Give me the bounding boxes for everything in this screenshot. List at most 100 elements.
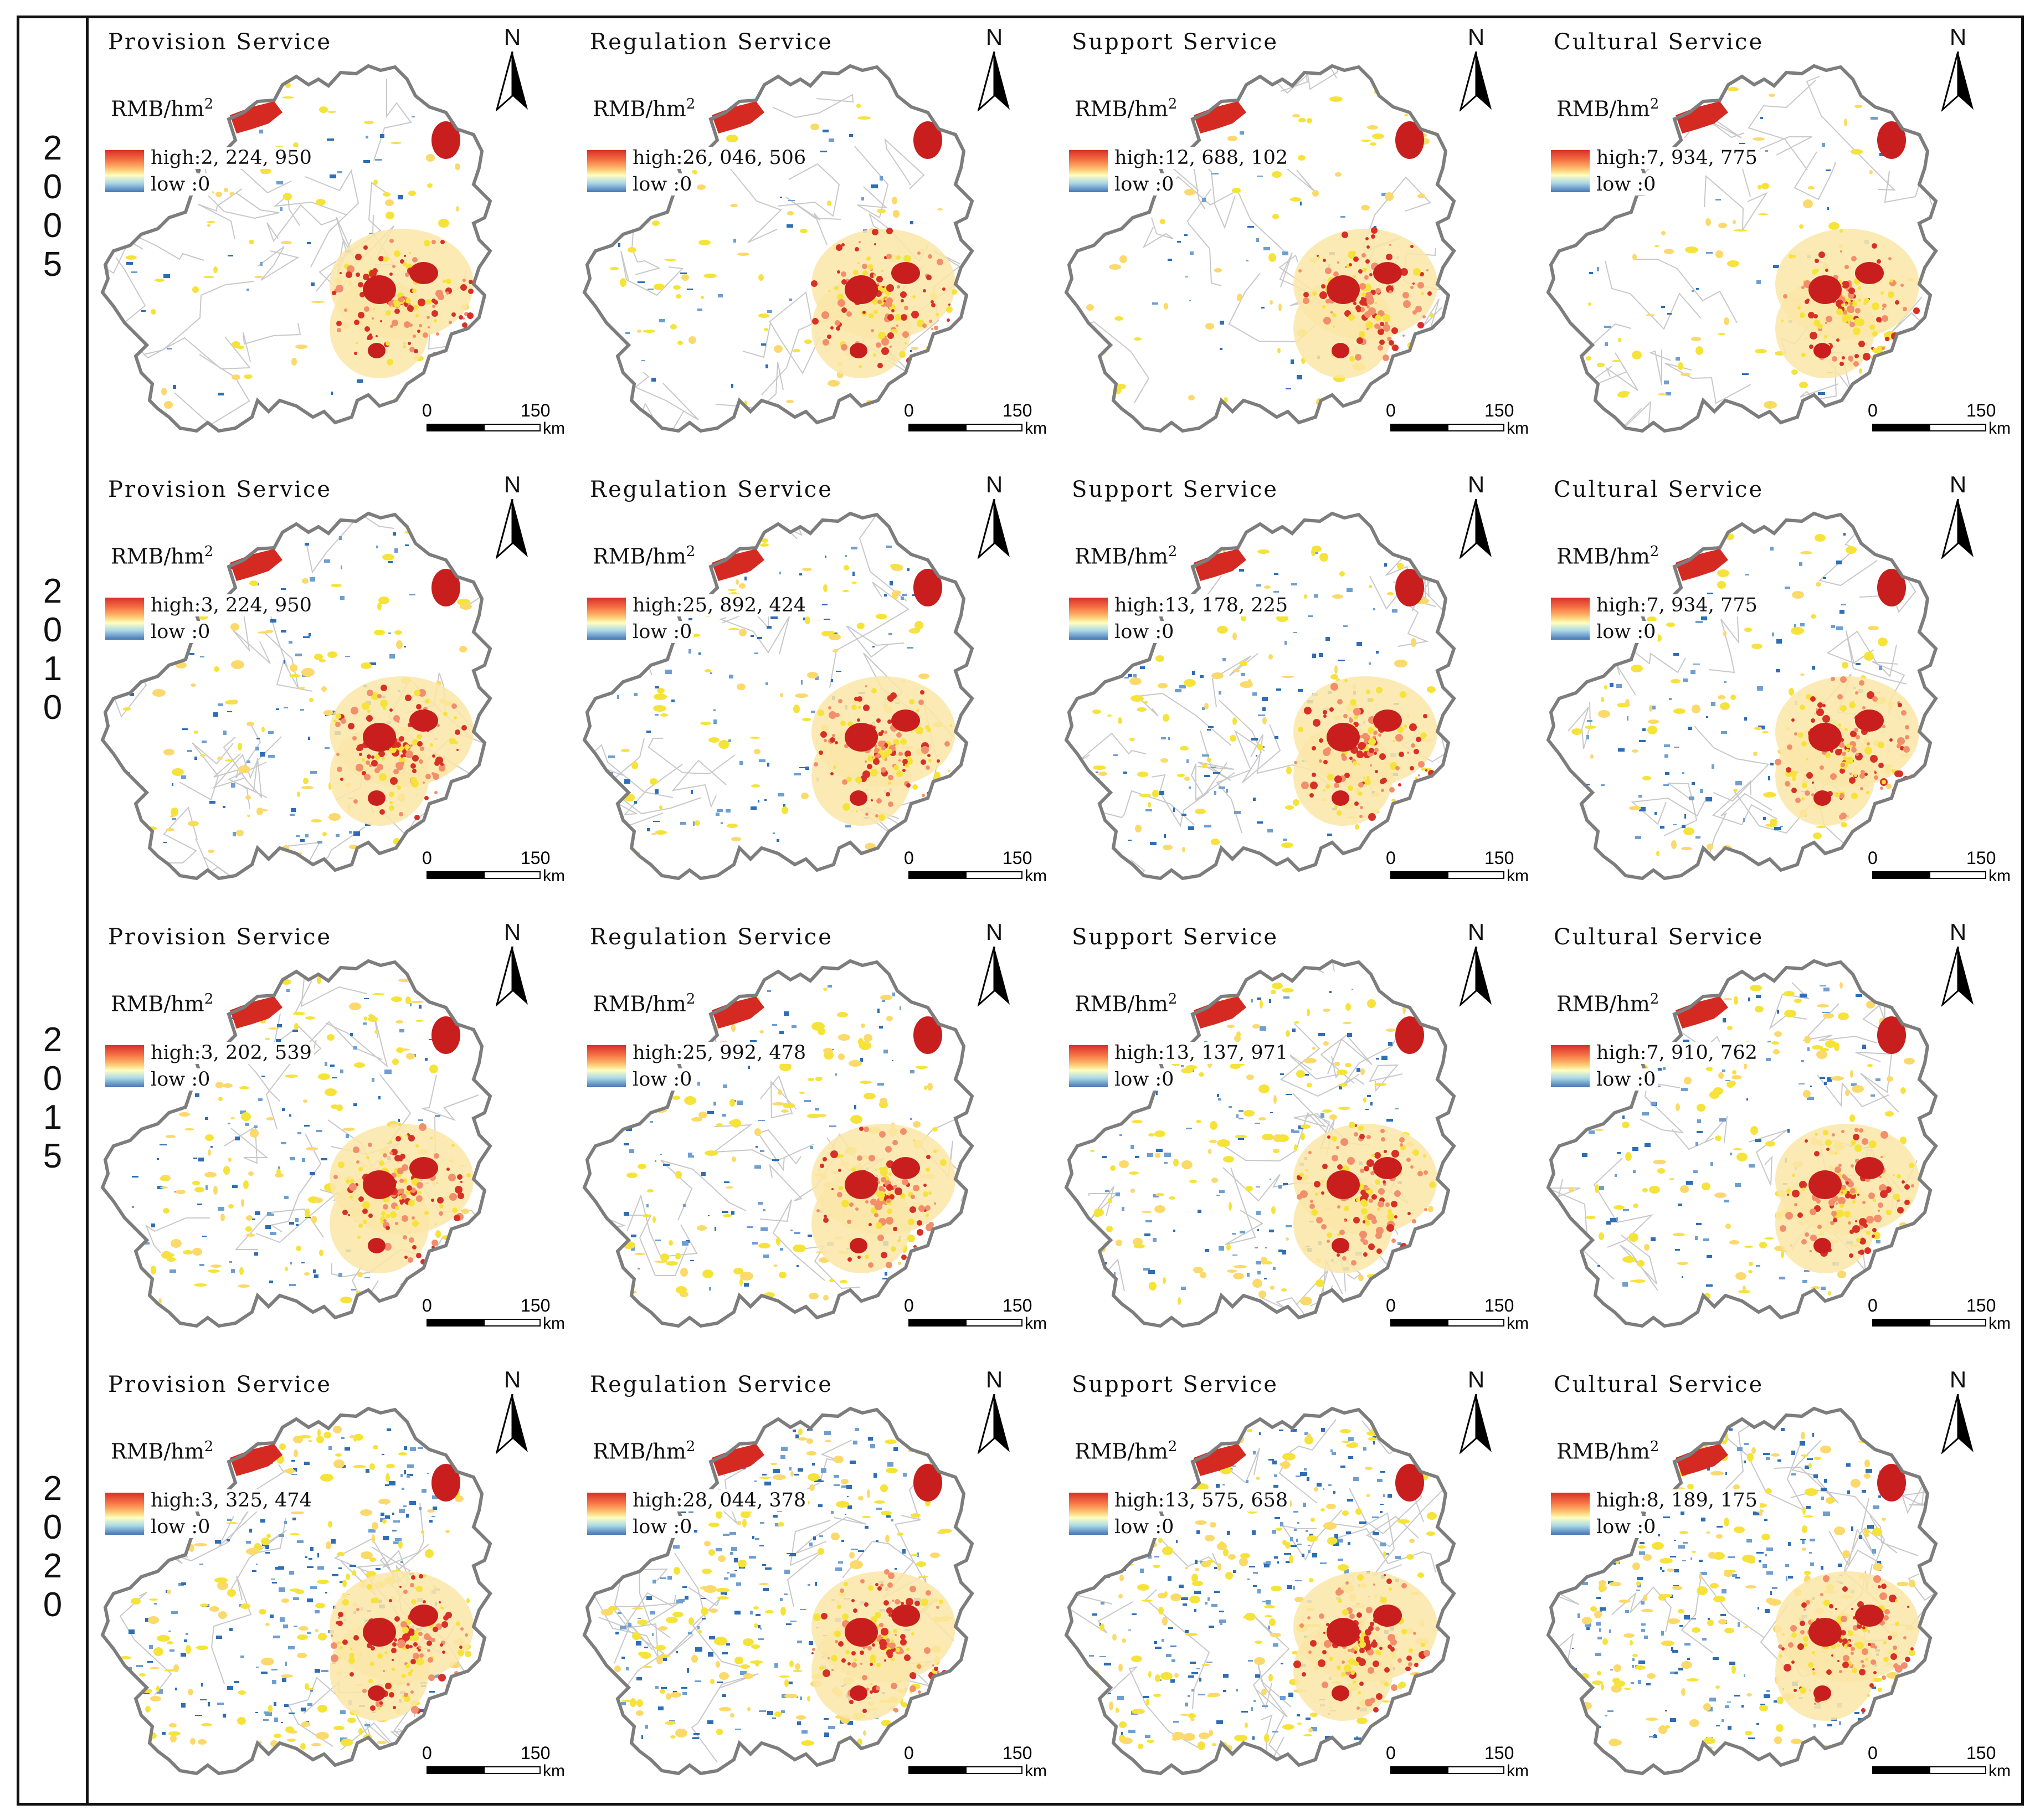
legend-high: high:13, 137, 971 [1112, 1042, 1291, 1064]
year-digit: 2 [43, 129, 63, 167]
northwest-hotspot [230, 101, 282, 133]
scale-unit: km [1988, 1762, 2011, 1780]
service-value-raster [1548, 76, 1936, 431]
northwest-hotspot [1194, 996, 1246, 1029]
province-map [1064, 511, 1456, 881]
panel-title: Regulation Service [590, 29, 833, 55]
north-arrow-shape [978, 499, 1010, 559]
north-arrow-shape [1460, 947, 1492, 1007]
province-map [100, 64, 492, 433]
unit-label: RMB/hm2 [1556, 1438, 1659, 1464]
unit-label: RMB/hm2 [593, 991, 696, 1016]
scale-bar-graphic [908, 1319, 1022, 1327]
map-panel-2020-0: Provision Service RMB/hm2 high:3, 325, 474… [91, 1361, 573, 1808]
north-label: N [503, 24, 521, 50]
year-digit: 5 [43, 1137, 63, 1175]
scale-end: 150 [521, 400, 551, 420]
north-label: N [1467, 919, 1485, 945]
unit-label: RMB/hm2 [111, 991, 214, 1016]
province-boundary [582, 1406, 974, 1776]
scale-end: 150 [1966, 1743, 1996, 1763]
northwest-hotspot [1676, 996, 1728, 1029]
scale-end: 150 [521, 1295, 551, 1315]
panel-title: Support Service [1072, 924, 1279, 950]
province-boundary [1064, 1406, 1456, 1776]
north-label: N [1949, 471, 1967, 497]
scale-end: 150 [521, 848, 551, 868]
legend-low: low :0 [148, 1516, 213, 1538]
map-panel-2015-3: Cultural Service RMB/hm2 high:7, 910, 762 l… [1537, 913, 2019, 1361]
map-panel-2010-0: Provision Service RMB/hm2 high:3, 224, 950… [91, 466, 573, 913]
color-ramp [587, 1045, 626, 1087]
map-panel-2020-2: Support Service RMB/hm2 high:13, 575, 658 l… [1055, 1361, 1537, 1808]
scale-unit: km [1507, 419, 1529, 438]
color-ramp [1551, 1045, 1590, 1087]
year-digit: 2 [43, 1547, 63, 1585]
service-value-raster [1066, 961, 1440, 1326]
province-map [1064, 959, 1456, 1328]
map-panel-2005-0: Provision Service RMB/hm2 high:2, 224, 950… [91, 18, 573, 466]
province-map [1546, 511, 1938, 881]
north-arrow-shape [496, 947, 528, 1007]
scale-bar: 0 150 km [422, 848, 565, 892]
province-boundary [100, 1406, 492, 1776]
color-ramp [1551, 150, 1590, 192]
service-value-raster [584, 961, 972, 1324]
legend-high: high:3, 325, 474 [148, 1489, 314, 1511]
panel-title: Cultural Service [1554, 924, 1764, 950]
unit-label: RMB/hm2 [593, 543, 696, 569]
unit-label: RMB/hm2 [111, 96, 214, 121]
scale-unit: km [1025, 867, 1047, 885]
province-map [100, 1406, 492, 1776]
color-ramp [105, 1493, 144, 1535]
color-ramp [1069, 598, 1108, 640]
scale-start: 0 [1386, 848, 1396, 868]
north-arrow-shape [978, 1394, 1010, 1454]
unit-label: RMB/hm2 [1556, 543, 1659, 569]
north-arrow-icon: N [1454, 919, 1498, 1007]
northwest-hotspot [712, 996, 764, 1029]
map-panel-2020-1: Regulation Service RMB/hm2 high:28, 044, 3… [573, 1361, 1055, 1808]
scale-bar-graphic [1390, 1766, 1504, 1774]
color-ramp [1551, 1493, 1590, 1535]
province-map [1546, 1406, 1938, 1776]
north-arrow-icon: N [972, 471, 1016, 560]
legend-low: low :0 [1594, 621, 1658, 643]
scale-bar-graphic [908, 871, 1022, 879]
north-label: N [985, 1366, 1003, 1392]
panel-title: Regulation Service [590, 924, 833, 950]
scale-bar-graphic [427, 1766, 541, 1774]
scale-end: 150 [1484, 1743, 1514, 1763]
scale-bar-graphic [427, 871, 541, 879]
legend-high: high:3, 202, 539 [148, 1042, 314, 1064]
north-label: N [503, 919, 521, 945]
north-arrow-shape [1941, 1394, 1974, 1454]
north-arrow-shape [978, 52, 1010, 112]
year-digit: 0 [43, 207, 63, 245]
north-label: N [1949, 919, 1967, 945]
province-boundary [1546, 959, 1938, 1328]
scale-unit: km [543, 419, 565, 438]
scale-unit: km [1507, 1314, 1529, 1333]
northwest-hotspot [1194, 101, 1246, 133]
service-value-raster [1066, 513, 1454, 878]
scale-bar: 0 150 km [422, 1743, 565, 1787]
legend-low: low :0 [1112, 1068, 1176, 1091]
legend-low: low :0 [630, 621, 695, 643]
scale-start: 0 [422, 400, 432, 420]
north-arrow-shape [496, 52, 528, 112]
legend-high: high:13, 575, 658 [1112, 1489, 1291, 1511]
legend-low: low :0 [1112, 173, 1176, 196]
panel-title: Provision Service [108, 924, 332, 950]
north-label: N [1467, 24, 1485, 50]
scale-start: 0 [904, 1743, 914, 1763]
service-value-raster [584, 1408, 972, 1763]
scale-start: 0 [422, 1295, 432, 1315]
province-map [1546, 64, 1938, 433]
north-arrow-icon: N [490, 1366, 535, 1455]
province-map [1064, 1406, 1456, 1776]
province-boundary [582, 64, 974, 433]
legend-high: high:2, 224, 950 [148, 147, 314, 169]
year-digit: 0 [43, 168, 63, 206]
